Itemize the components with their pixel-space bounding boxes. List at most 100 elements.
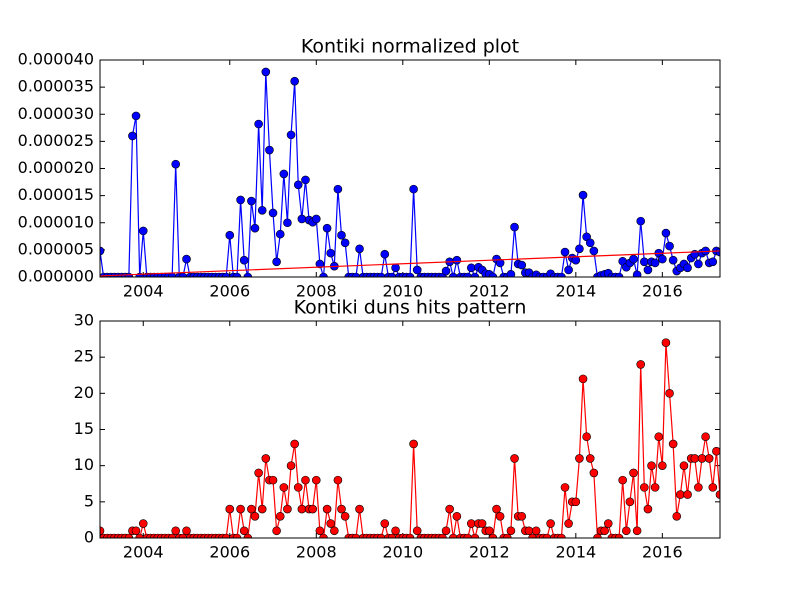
point — [441, 526, 451, 536]
y-tick-label: 0.000010 — [18, 212, 94, 231]
point — [618, 475, 627, 485]
point — [683, 490, 692, 499]
point — [603, 519, 613, 528]
point — [138, 519, 148, 528]
point — [557, 272, 566, 277]
point — [585, 454, 595, 463]
point — [380, 249, 390, 259]
point — [351, 533, 361, 538]
point — [272, 526, 281, 536]
y-tick-label: 0.000005 — [18, 239, 94, 258]
point — [445, 504, 454, 514]
point — [452, 255, 462, 265]
y-tick-label: 20 — [74, 383, 94, 402]
point — [571, 497, 581, 507]
point — [221, 533, 231, 538]
point — [221, 272, 231, 277]
point — [293, 483, 303, 492]
point — [286, 130, 296, 140]
point — [694, 483, 703, 492]
point — [171, 526, 180, 536]
point — [708, 483, 718, 492]
point — [178, 533, 188, 538]
point — [438, 533, 447, 538]
point — [546, 519, 555, 528]
point — [665, 389, 674, 398]
point — [629, 254, 638, 264]
point — [322, 504, 332, 514]
point — [517, 511, 527, 521]
point — [268, 475, 278, 485]
point — [658, 254, 667, 264]
point — [247, 196, 256, 206]
point — [629, 468, 638, 478]
point — [138, 226, 148, 236]
point — [355, 504, 364, 514]
point — [405, 533, 415, 538]
point — [283, 218, 292, 228]
point — [261, 454, 271, 463]
point — [290, 439, 299, 449]
point — [131, 526, 141, 536]
y-tick-label: 0.000040 — [18, 50, 94, 69]
point — [650, 483, 660, 492]
y-tick-label: 0.000030 — [18, 104, 94, 123]
point — [488, 272, 498, 277]
point — [503, 533, 512, 538]
point — [128, 131, 137, 141]
point — [391, 263, 400, 273]
x-tick-label: 2016 — [642, 282, 683, 301]
point — [614, 272, 624, 277]
point — [506, 526, 516, 536]
point — [279, 169, 289, 179]
point — [243, 533, 253, 538]
y-tick-label: 10 — [74, 455, 94, 474]
point — [632, 270, 642, 277]
point — [297, 214, 307, 224]
point — [409, 184, 418, 194]
point — [250, 511, 260, 521]
point — [477, 519, 487, 528]
point — [701, 432, 710, 442]
point — [171, 159, 180, 169]
point — [668, 439, 678, 449]
point — [448, 533, 458, 538]
point — [301, 475, 310, 485]
point — [337, 230, 346, 240]
point — [488, 533, 498, 538]
point — [528, 533, 537, 538]
point — [668, 255, 678, 265]
point — [715, 247, 720, 257]
x-tick-label: 2004 — [123, 282, 164, 301]
point — [301, 175, 310, 185]
point — [326, 519, 335, 528]
x-tick-label: 2012 — [469, 543, 510, 562]
point — [676, 490, 685, 499]
point — [247, 504, 256, 514]
x-tick-label: 2008 — [296, 543, 337, 562]
point — [560, 483, 570, 492]
point — [560, 247, 570, 257]
point — [412, 526, 422, 536]
chart-title: Kontiki normalized plot — [301, 36, 519, 58]
x-tick-label: 2004 — [123, 543, 164, 562]
point — [322, 223, 332, 233]
axes-frame — [99, 320, 721, 539]
point — [614, 533, 624, 538]
point — [665, 241, 674, 251]
point — [387, 533, 397, 538]
point — [239, 526, 249, 536]
point — [470, 533, 480, 538]
point — [315, 526, 325, 536]
point — [643, 504, 653, 514]
point — [391, 526, 400, 536]
point — [517, 260, 527, 270]
point — [683, 263, 692, 273]
point — [575, 454, 584, 463]
point — [376, 533, 386, 538]
x-tick-label: 2008 — [296, 282, 337, 301]
x-tick-label: 2010 — [382, 282, 423, 301]
point — [131, 111, 141, 121]
y-tick-label: 30 — [74, 311, 94, 330]
